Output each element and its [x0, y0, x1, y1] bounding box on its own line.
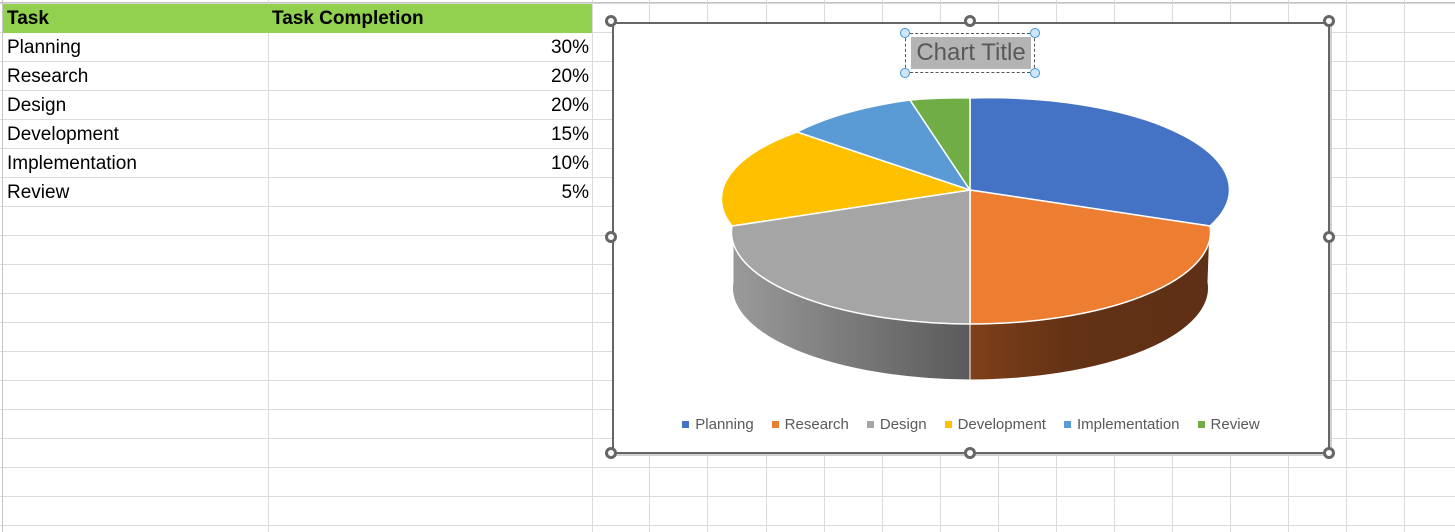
legend-item-design[interactable]: Design — [866, 415, 927, 433]
legend-item-planning[interactable]: Planning — [682, 415, 754, 433]
legend-swatch-icon — [771, 420, 779, 428]
cell-completion[interactable]: 30% — [550, 37, 589, 58]
legend-item-implementation[interactable]: Implementation — [1063, 415, 1180, 433]
legend-label: Implementation — [1076, 415, 1180, 433]
legend-item-research[interactable]: Research — [771, 415, 849, 433]
cell-completion[interactable]: 20% — [550, 66, 589, 87]
cell-completion[interactable]: 5% — [561, 182, 589, 203]
chart-title-selection — [905, 33, 1035, 73]
cell-task[interactable]: Review — [7, 182, 70, 203]
chart-legend[interactable]: Planning Research Design Development Imp… — [612, 412, 1330, 436]
header-cell-task-completion[interactable]: Task Completion — [272, 8, 424, 29]
legend-swatch-icon — [682, 420, 690, 428]
cell-task[interactable]: Planning — [7, 37, 81, 58]
column-divider — [592, 0, 593, 532]
column-divider — [1346, 0, 1347, 532]
legend-swatch-icon — [866, 420, 874, 428]
cell-completion[interactable]: 15% — [550, 124, 589, 145]
pie-slice-design — [730, 189, 971, 325]
pie-slice-research — [969, 189, 1212, 325]
cell-completion[interactable]: 10% — [550, 153, 589, 174]
table-row: Implementation 10% — [3, 149, 592, 178]
pie-slice-planning — [969, 96, 1231, 227]
legend-label: Planning — [695, 415, 754, 433]
legend-item-development[interactable]: Development — [944, 415, 1046, 433]
title-resize-handle[interactable] — [900, 28, 910, 38]
pie-slice-review — [908, 97, 971, 193]
legend-swatch-icon — [944, 420, 952, 428]
legend-label: Research — [784, 415, 849, 433]
legend-label: Design — [879, 415, 927, 433]
header-cell-task[interactable]: Task — [7, 8, 49, 29]
title-resize-handle[interactable] — [1030, 28, 1040, 38]
resize-handle-bottom-left[interactable] — [605, 447, 617, 459]
legend-label: Development — [957, 415, 1046, 433]
legend-label: Review — [1210, 415, 1260, 433]
resize-handle-left[interactable] — [605, 231, 617, 243]
table-row: Planning 30% — [3, 33, 592, 62]
table-row: Development 15% — [3, 120, 592, 149]
resize-handle-bottom[interactable] — [964, 447, 976, 459]
grid-top-edge — [0, 2, 1455, 3]
chart-title[interactable]: Chart Title — [911, 37, 1031, 69]
title-resize-handle[interactable] — [900, 68, 910, 78]
cell-task[interactable]: Research — [7, 66, 89, 87]
column-divider — [268, 0, 269, 532]
resize-handle-top-left[interactable] — [605, 15, 617, 27]
resize-handle-top[interactable] — [964, 15, 976, 27]
cell-task[interactable]: Implementation — [7, 153, 137, 174]
pie-slice-implementation — [795, 99, 972, 192]
cell-completion[interactable]: 20% — [550, 95, 589, 116]
column-divider — [1404, 0, 1405, 532]
table-row: Review 5% — [3, 178, 592, 207]
legend-swatch-icon — [1063, 420, 1071, 428]
title-resize-handle[interactable] — [1030, 68, 1040, 78]
resize-handle-right[interactable] — [1323, 231, 1335, 243]
legend-swatch-icon — [1197, 420, 1205, 428]
resize-handle-bottom-right[interactable] — [1323, 447, 1335, 459]
resize-handle-top-right[interactable] — [1323, 15, 1335, 27]
pie-chart-3d[interactable] — [612, 22, 1330, 454]
legend-item-review[interactable]: Review — [1197, 415, 1260, 433]
header-row: Task Task Completion — [3, 4, 592, 33]
pie-slice-development — [720, 131, 971, 227]
table-row: Design 20% — [3, 91, 592, 120]
cell-task[interactable]: Design — [7, 95, 67, 116]
grid-left-edge — [2, 0, 3, 532]
cell-task[interactable]: Development — [7, 124, 119, 145]
table-row: Research 20% — [3, 62, 592, 91]
